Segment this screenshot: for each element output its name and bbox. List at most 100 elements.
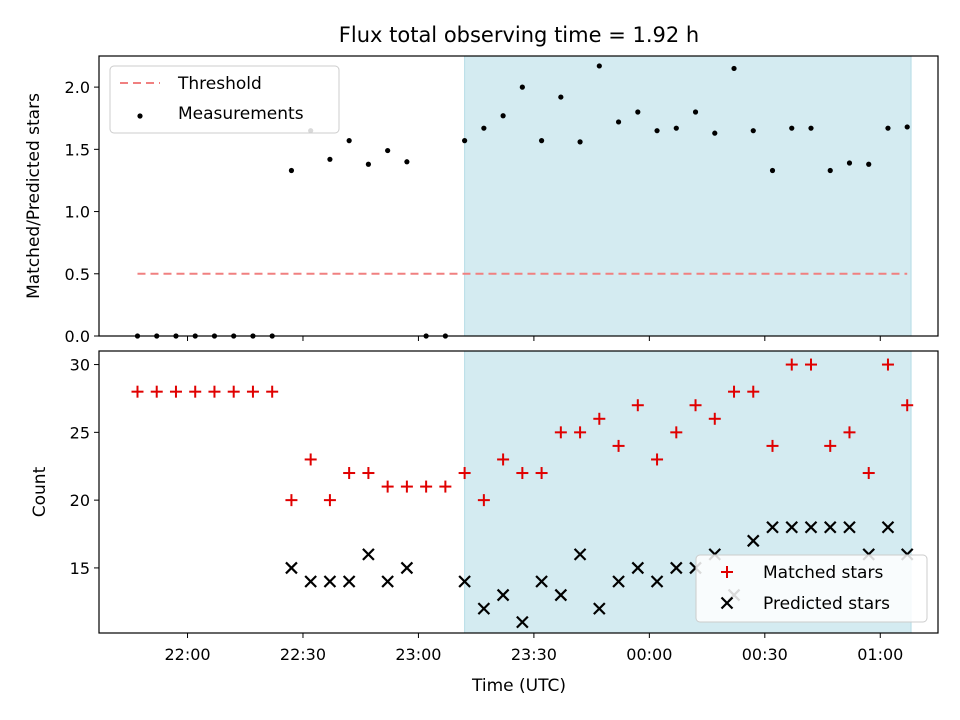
matched-point xyxy=(901,399,914,412)
matched-point xyxy=(670,426,683,439)
measurement-point xyxy=(500,113,506,119)
predicted-point xyxy=(362,548,375,561)
x-b xyxy=(843,520,856,534)
x-b xyxy=(477,602,491,615)
x-b xyxy=(593,602,606,615)
bottom-ytick-label: 20 xyxy=(70,491,90,510)
measurement-point xyxy=(385,147,391,154)
predicted-point xyxy=(304,575,317,588)
measurement-point xyxy=(904,124,910,130)
top-ytick-label: 0.5 xyxy=(65,265,90,284)
x-b xyxy=(631,561,645,575)
legend-predicted-swatch xyxy=(720,596,734,610)
x-b xyxy=(535,575,548,588)
legend-threshold-label: Threshold xyxy=(177,74,262,94)
legend-measurements-swatch xyxy=(137,113,143,119)
measurement-point xyxy=(462,138,468,144)
predicted-point xyxy=(381,575,394,588)
matched-point xyxy=(439,480,452,493)
matched-point xyxy=(420,480,433,493)
matched-point xyxy=(766,439,779,452)
legend-matched-marker xyxy=(721,566,733,578)
matched-point xyxy=(266,385,279,398)
matched-point xyxy=(323,494,336,507)
top-legend-box xyxy=(109,65,340,134)
measurement-point xyxy=(654,128,660,134)
bottom-xtick-label: 23:30 xyxy=(511,645,557,664)
matched-point xyxy=(400,480,413,493)
matched-point xyxy=(381,480,394,493)
matched-point xyxy=(708,412,721,425)
predicted-point xyxy=(285,561,298,575)
matched-point xyxy=(304,453,317,466)
matched-point xyxy=(824,439,837,452)
measurement-point xyxy=(769,167,776,174)
matched-point xyxy=(477,494,490,507)
predicted-point xyxy=(458,575,471,588)
measurement-point xyxy=(750,128,756,134)
bottom-xtick-label: 22:30 xyxy=(280,645,326,664)
matched-point xyxy=(362,467,375,480)
bottom-ytick-label: 15 xyxy=(70,559,90,578)
x-b xyxy=(516,615,529,629)
top-yticks: 0.0 0.5 1.0 1.5 2.0 xyxy=(65,78,99,346)
bottom-ytick-label: 30 xyxy=(70,356,90,375)
measurement-point xyxy=(327,156,333,162)
predicted-point xyxy=(843,520,856,534)
measurement-point xyxy=(404,159,410,165)
predicted-point xyxy=(746,534,760,548)
matched-points-layer xyxy=(131,358,914,507)
measurement-point xyxy=(692,109,699,115)
measurement-point xyxy=(346,138,352,144)
x-b xyxy=(612,575,625,588)
matched-point xyxy=(516,467,529,480)
top-axes-frame xyxy=(98,55,939,337)
matched-point xyxy=(862,467,875,480)
predicted-point xyxy=(823,520,837,534)
measurement-point xyxy=(288,167,295,174)
measurement-point xyxy=(827,167,833,174)
matched-point xyxy=(785,358,798,371)
matched-point xyxy=(458,467,471,480)
figure-title: Flux total observing time = 1.92 h xyxy=(339,23,699,47)
bottom-y-axis-label: Count xyxy=(30,466,50,517)
x-b xyxy=(881,520,895,534)
bottom-xtick-label: 00:30 xyxy=(742,645,788,664)
matched-point xyxy=(728,385,741,398)
top-legend: Threshold Measurements xyxy=(109,65,340,134)
measurement-point xyxy=(365,161,372,167)
measurement-point xyxy=(885,125,891,131)
measurement-point xyxy=(538,138,545,144)
matched-point xyxy=(497,453,510,466)
measurement-point xyxy=(558,94,564,100)
matched-point xyxy=(131,385,144,398)
predicted-point xyxy=(477,602,491,615)
top-shaded-region xyxy=(464,55,912,337)
x-b xyxy=(323,575,337,588)
x-b xyxy=(804,520,818,534)
predicted-point xyxy=(496,588,510,602)
measurement-point xyxy=(712,130,718,136)
top-y-axis-label: Matched/Predicted stars xyxy=(24,93,44,299)
x-b xyxy=(670,561,683,575)
predicted-point xyxy=(766,520,779,534)
bottom-xtick-label: 00:00 xyxy=(626,645,672,664)
bottom-xtick-label: 01:00 xyxy=(857,645,903,664)
matched-point xyxy=(208,385,221,398)
matched-point xyxy=(881,358,894,371)
predicted-point xyxy=(400,561,414,575)
measurement-point xyxy=(731,65,737,72)
top-ytick-label: 1.5 xyxy=(65,140,90,159)
bottom-xtick-label: 23:00 xyxy=(395,645,441,664)
bottom-xtick-label: 22:00 xyxy=(164,645,210,664)
matched-point xyxy=(535,467,548,480)
measurement-point xyxy=(673,125,679,131)
x-b xyxy=(720,596,734,610)
x-b xyxy=(362,548,375,561)
matched-point xyxy=(227,385,240,398)
bottom-xticks: 22:00 22:30 23:00 23:30 00:00 00:30 01:00 xyxy=(164,633,903,664)
x-b xyxy=(573,548,587,561)
predicted-point xyxy=(554,588,568,602)
legend-predicted-label: Predicted stars xyxy=(763,594,890,614)
bottom-legend: Matched stars Predicted stars xyxy=(695,554,928,623)
